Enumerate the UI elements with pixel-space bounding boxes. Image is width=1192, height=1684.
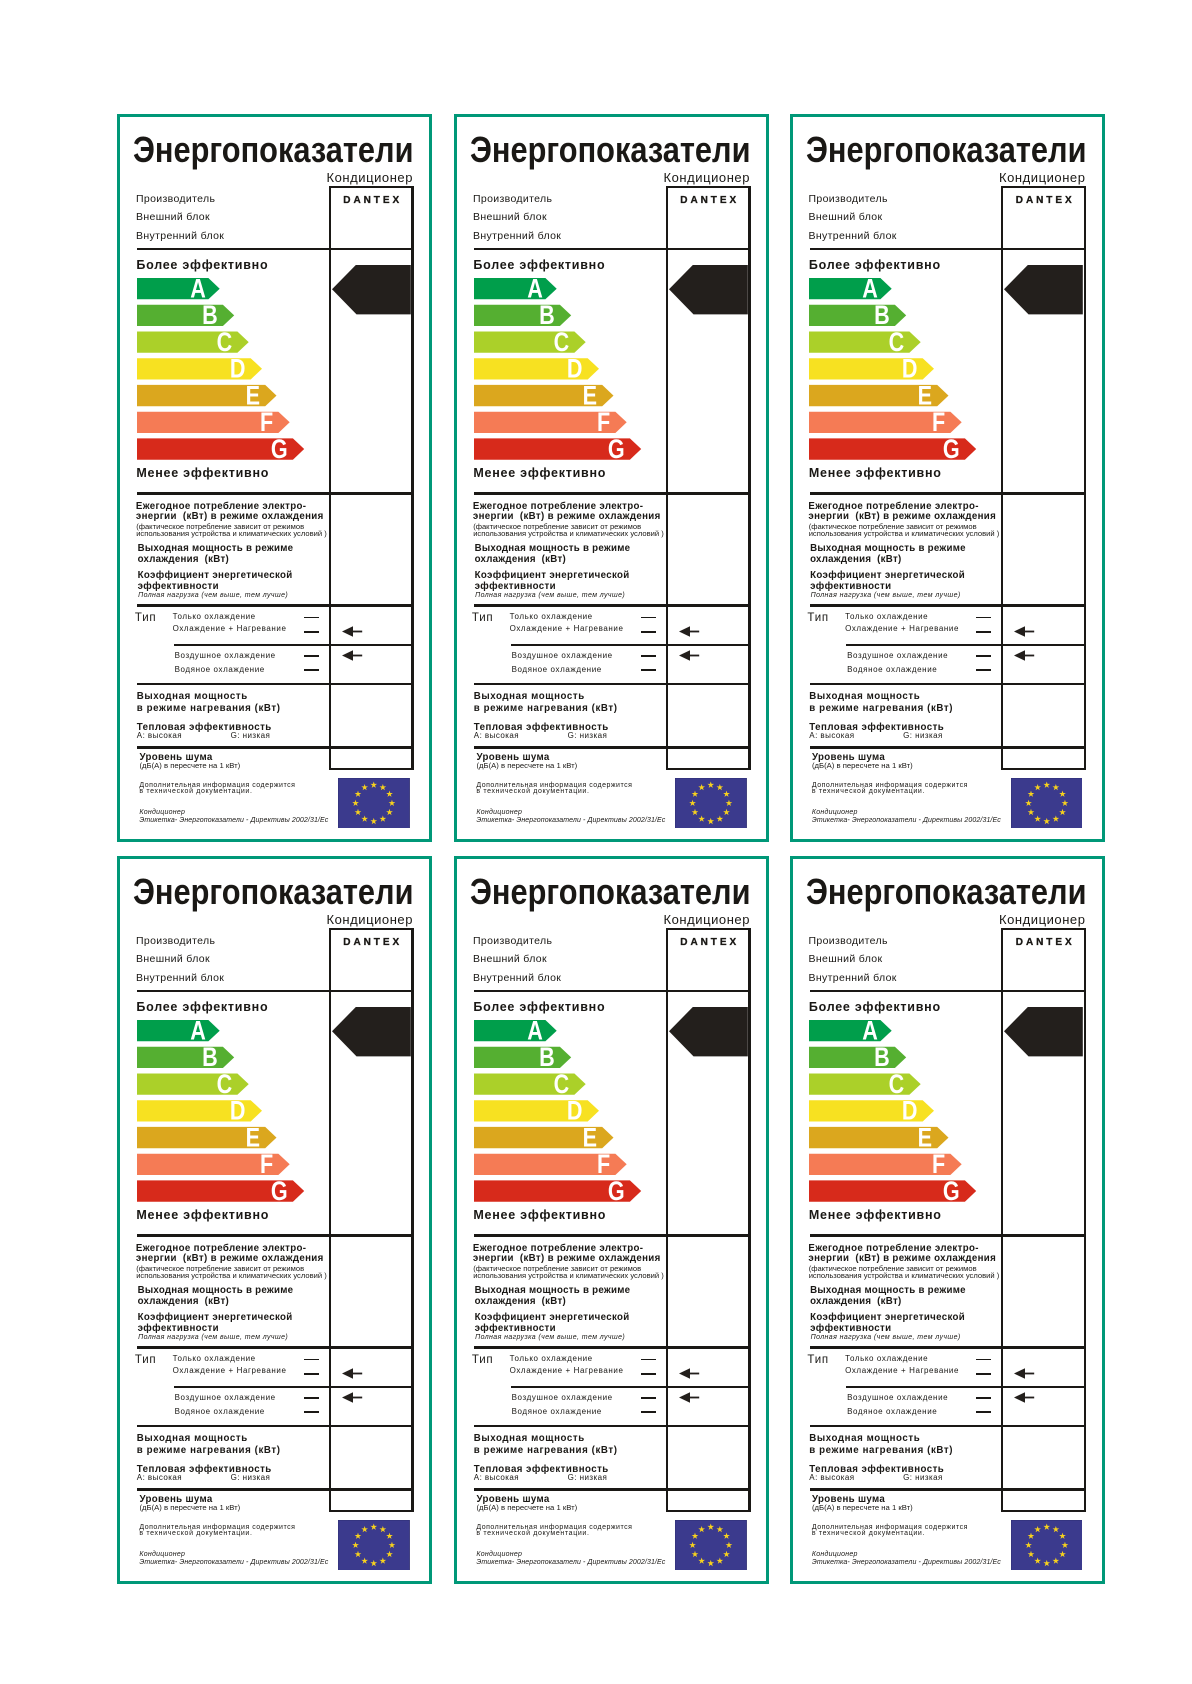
svg-text:B: B [874,301,890,331]
svg-text:E: E [582,1123,596,1153]
svg-text:E: E [918,1123,932,1153]
svg-text:F: F [932,408,945,438]
svg-text:F: F [597,1150,610,1180]
svg-text:G: G [608,435,625,465]
svg-text:D: D [902,355,918,385]
svg-text:F: F [260,408,273,438]
svg-text:G: G [943,1177,960,1207]
svg-text:D: D [230,355,246,385]
svg-text:E: E [918,381,932,411]
svg-text:A: A [863,1020,879,1046]
svg-text:D: D [230,1097,246,1127]
svg-text:E: E [245,1123,259,1153]
svg-text:D: D [567,355,583,385]
svg-text:C: C [889,328,905,358]
svg-text:D: D [902,1097,918,1127]
svg-text:F: F [932,1150,945,1180]
svg-text:E: E [582,381,596,411]
svg-text:B: B [202,301,218,331]
svg-text:A: A [190,1020,206,1046]
svg-text:B: B [202,1043,218,1073]
svg-text:D: D [567,1097,583,1127]
svg-text:A: A [527,1020,543,1046]
svg-text:C: C [553,328,569,358]
svg-text:G: G [608,1177,625,1207]
svg-text:C: C [216,328,232,358]
svg-text:B: B [539,301,555,331]
svg-text:B: B [874,1043,890,1073]
svg-text:G: G [943,435,960,465]
svg-text:B: B [539,1043,555,1073]
svg-text:F: F [260,1150,273,1180]
svg-text:A: A [190,278,206,304]
svg-text:F: F [597,408,610,438]
svg-text:C: C [889,1070,905,1100]
svg-text:E: E [245,381,259,411]
svg-text:C: C [553,1070,569,1100]
svg-text:A: A [863,278,879,304]
svg-text:A: A [527,278,543,304]
svg-text:G: G [271,1177,288,1207]
svg-text:C: C [216,1070,232,1100]
svg-text:G: G [271,435,288,465]
